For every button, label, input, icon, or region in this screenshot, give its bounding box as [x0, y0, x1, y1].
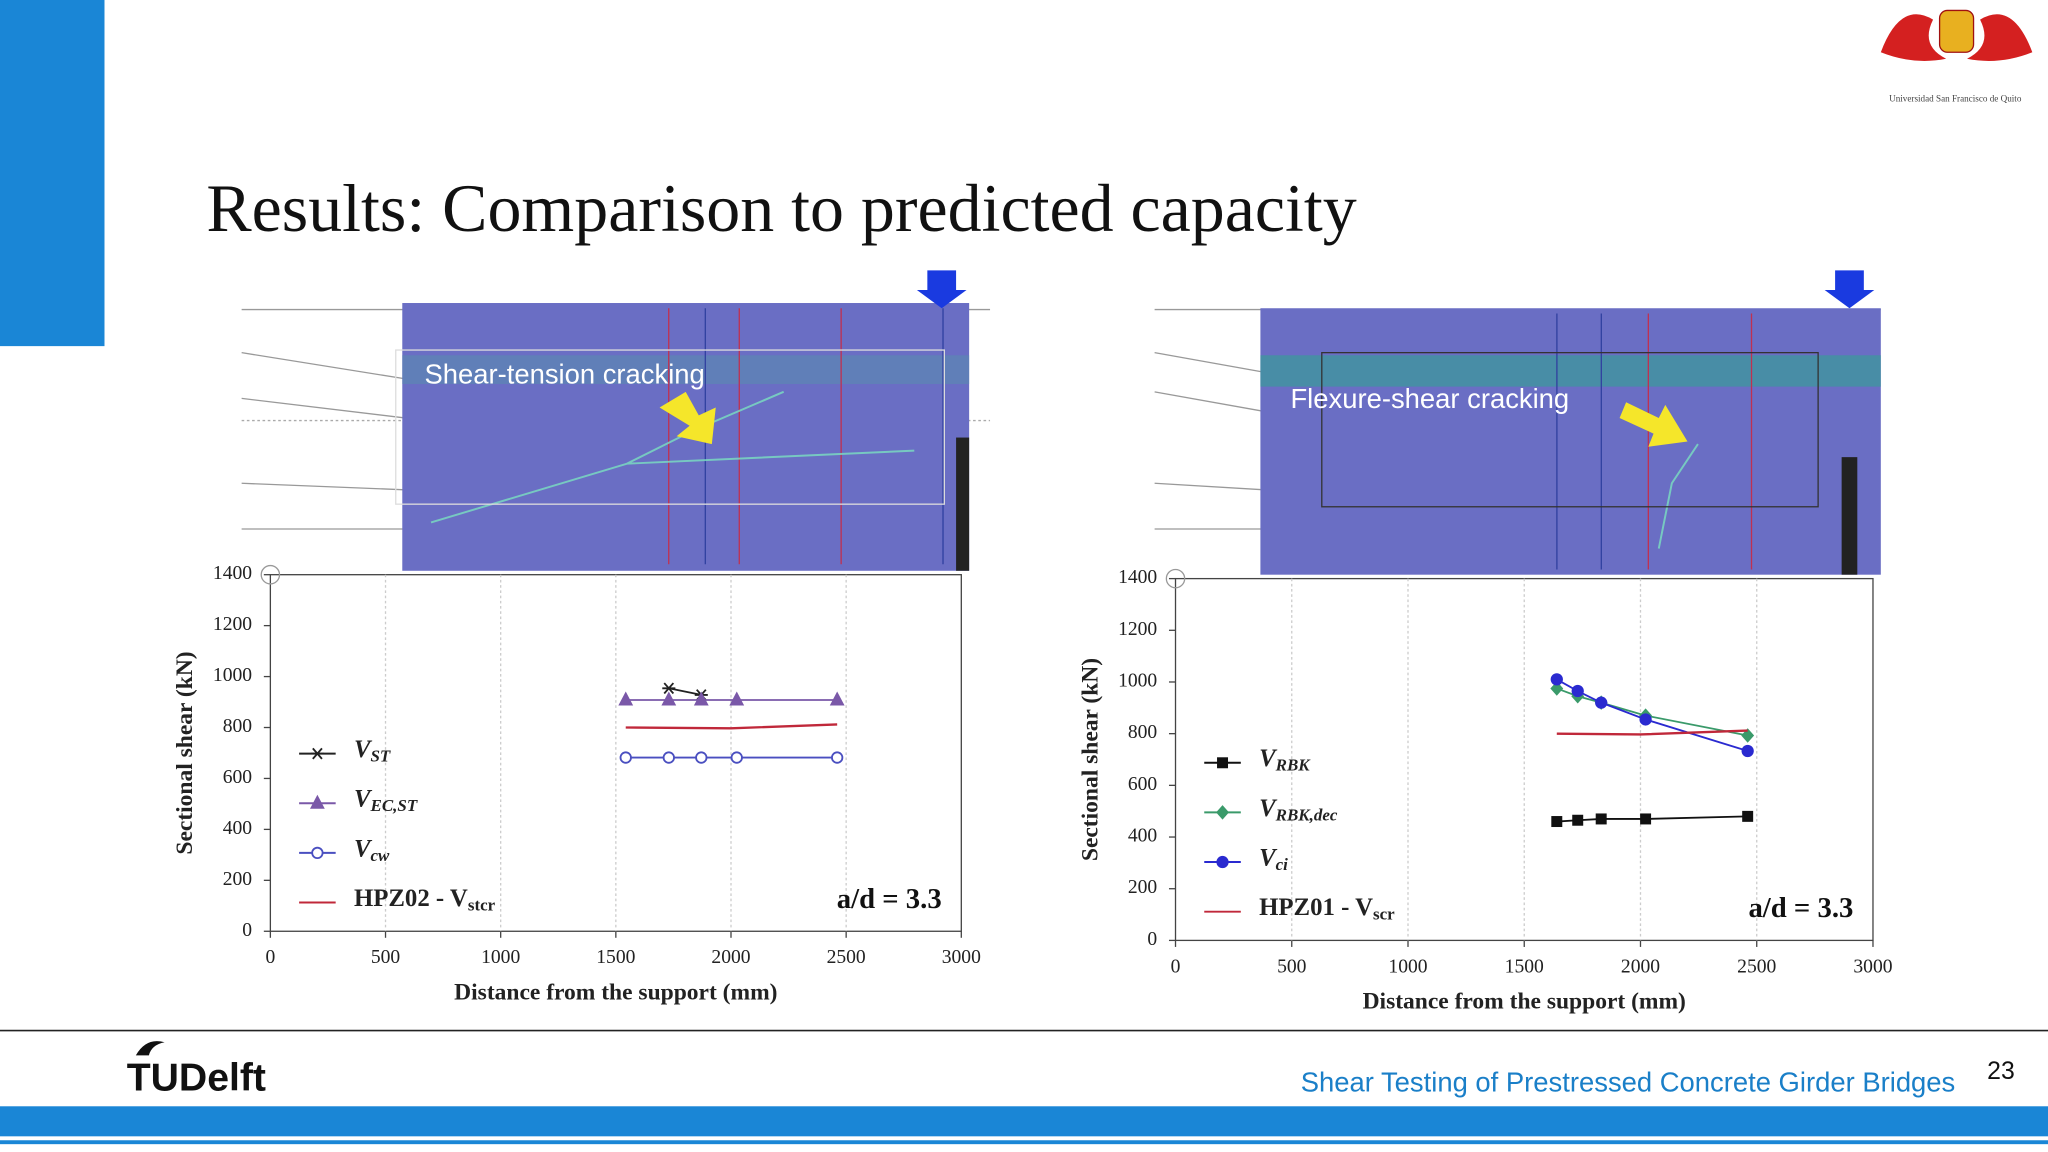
chart: 0 500 1000 1500 2000 2500 3000 0 200 400 600 800 100…	[1077, 567, 1892, 1014]
marker	[1741, 744, 1754, 758]
legend-label: Vci	[1259, 844, 1288, 874]
marker	[1217, 757, 1229, 769]
chart: 0 500 1000 1500 2000 2500 3000 0 200 400 600 800 100…	[172, 563, 981, 1005]
x-tick-label: 1500	[596, 947, 635, 968]
footer-bar-thin	[0, 1140, 2048, 1145]
y-axis-label: Sectional shear (kN)	[1077, 658, 1103, 861]
marker	[730, 751, 743, 764]
x-tick-label: 500	[1277, 956, 1307, 977]
x-tick-label: 1500	[1505, 956, 1544, 977]
photo-right: Flexure-shear cracking	[1154, 270, 1881, 575]
page-number: 23	[1987, 1058, 2015, 1085]
marker	[1550, 673, 1563, 686]
legend-label: VST	[354, 736, 391, 766]
marker	[1640, 813, 1652, 825]
marker	[1571, 684, 1584, 698]
y-axis-label: Sectional shear (kN)	[172, 651, 198, 854]
annotation: a/d = 3.3	[1748, 892, 1853, 924]
origin-mark	[1165, 568, 1186, 589]
y-tick-label: 1200	[213, 614, 252, 635]
marker	[729, 691, 745, 706]
marker	[1741, 728, 1755, 743]
legend-label: Vcw	[354, 835, 390, 865]
origin-mark	[260, 564, 281, 585]
series-line	[668, 687, 702, 696]
y-tick-label: 800	[223, 716, 253, 737]
logo-tudelft: TUDelft	[127, 1041, 266, 1100]
x-tick-label: 2000	[1621, 956, 1660, 977]
y-tick-label: 1200	[1118, 619, 1157, 640]
marker	[1639, 713, 1652, 726]
x-axis-label: Distance from the support (mm)	[454, 979, 777, 1005]
y-tick-label: 0	[242, 920, 252, 941]
marker	[695, 751, 708, 764]
logo-text: TUDelft	[127, 1057, 266, 1100]
photo-left: Shear-tension cracking	[241, 270, 991, 571]
marker	[662, 682, 676, 695]
marker	[309, 794, 325, 809]
y-tick-label: 600	[1128, 774, 1158, 795]
y-tick-label: 1400	[1118, 567, 1157, 588]
y-tick-label: 400	[223, 818, 253, 839]
x-tick-label: 1000	[481, 947, 520, 968]
marker	[662, 751, 675, 764]
series-line	[1556, 729, 1748, 736]
photo-label: Flexure-shear cracking	[1290, 383, 1569, 414]
marker	[693, 691, 709, 706]
legend-label: VRBK,dec	[1259, 794, 1338, 824]
y-tick-label: 1000	[1118, 670, 1157, 691]
photo-label: Shear-tension cracking	[424, 358, 704, 389]
x-tick-label: 0	[265, 947, 275, 968]
footer-text: Shear Testing of Prestressed Concrete Gi…	[1301, 1066, 1956, 1097]
y-tick-label: 200	[223, 869, 253, 890]
marker	[618, 691, 634, 706]
legend-label: VRBK	[1259, 745, 1311, 775]
marker	[1595, 813, 1607, 825]
x-tick-label: 2500	[1737, 956, 1776, 977]
y-tick-label: 800	[1128, 722, 1158, 743]
x-tick-label: 3000	[1853, 956, 1892, 977]
marker	[1216, 855, 1229, 869]
slide-title: Results: Comparison to predicted capacit…	[206, 170, 1356, 246]
x-tick-label: 2500	[827, 947, 866, 968]
accent-bar	[0, 0, 105, 347]
x-axis-label: Distance from the support (mm)	[1363, 988, 1686, 1014]
y-tick-label: 1000	[213, 665, 252, 686]
x-tick-label: 3000	[942, 947, 981, 968]
marker	[310, 747, 324, 760]
marker	[1742, 810, 1754, 822]
x-tick-label: 2000	[711, 947, 750, 968]
annotation: a/d = 3.3	[837, 883, 942, 915]
x-tick-label: 500	[371, 947, 401, 968]
marker	[311, 846, 324, 860]
legend-label: HPZ01 - Vscr	[1259, 894, 1395, 924]
marker	[1216, 805, 1229, 820]
logo-usfq: Universidad San Francisco de Quito	[1880, 9, 2033, 103]
marker	[829, 691, 845, 706]
logo-caption: Universidad San Francisco de Quito	[1889, 93, 2022, 103]
y-tick-label: 400	[1128, 826, 1158, 847]
footer-bar	[0, 1106, 2048, 1137]
marker	[661, 691, 677, 706]
y-tick-label: 0	[1147, 929, 1157, 950]
legend-label: HPZ02 - Vstcr	[354, 885, 496, 915]
series-line	[625, 723, 838, 730]
marker	[1551, 816, 1563, 828]
marker	[619, 751, 632, 764]
y-tick-label: 200	[1128, 877, 1158, 898]
marker	[1572, 814, 1584, 826]
y-tick-label: 1400	[213, 563, 252, 584]
y-tick-label: 600	[223, 767, 253, 788]
x-tick-label: 0	[1171, 956, 1181, 977]
x-tick-label: 1000	[1388, 956, 1427, 977]
marker	[1595, 696, 1608, 709]
marker	[1550, 681, 1564, 696]
marker	[831, 751, 844, 764]
legend-label: VEC,ST	[354, 785, 418, 815]
